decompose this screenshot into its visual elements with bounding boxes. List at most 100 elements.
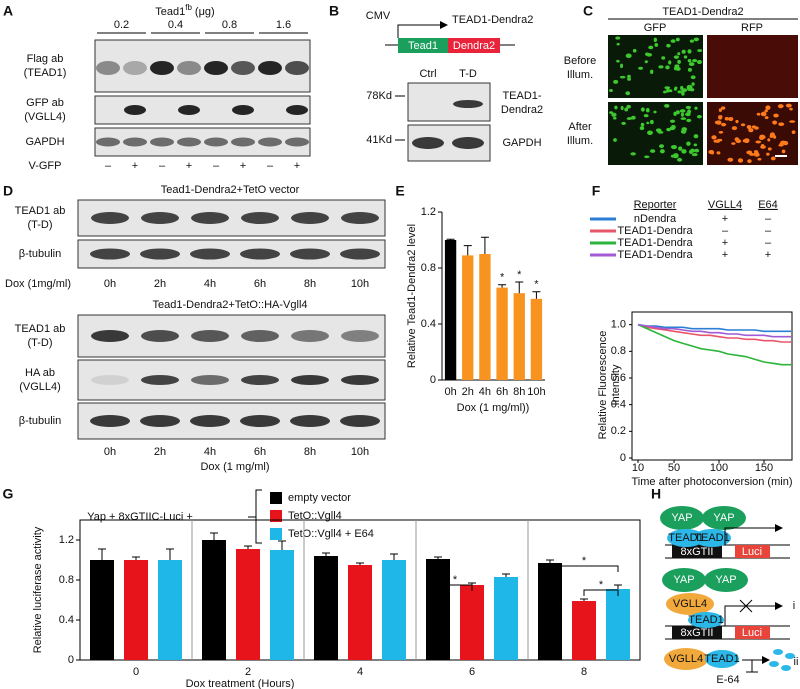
v-gfp-sign: – xyxy=(159,160,166,172)
blot-band xyxy=(204,61,228,75)
tead1 xyxy=(667,529,705,547)
legend-header: Reporter xyxy=(634,199,677,211)
blot-band xyxy=(291,212,329,224)
cell xyxy=(713,139,718,143)
x-tick-label: 0 xyxy=(133,666,139,678)
error-bar xyxy=(166,548,174,560)
promoter: CMV xyxy=(366,10,391,22)
cell xyxy=(630,152,636,156)
row-label: (T-D) xyxy=(27,337,52,349)
cell xyxy=(724,117,730,121)
yap xyxy=(704,568,748,592)
blot-band xyxy=(90,415,130,427)
cell xyxy=(674,64,680,68)
row-label: (VGLL4) xyxy=(24,111,66,123)
cell xyxy=(756,112,761,116)
bar xyxy=(236,549,260,660)
y-tick-label: 0.4 xyxy=(611,399,626,411)
cell xyxy=(680,129,687,134)
blot-band xyxy=(124,105,146,115)
vgll4 xyxy=(666,593,714,615)
cell xyxy=(694,106,698,110)
cell xyxy=(679,109,686,113)
blot-band xyxy=(190,415,230,427)
cell xyxy=(696,60,702,65)
cell xyxy=(764,116,769,120)
label: YAP xyxy=(671,512,692,524)
series-line xyxy=(637,323,791,333)
x-tick-label: 10 xyxy=(632,462,644,474)
error-bar xyxy=(532,291,541,299)
cell xyxy=(735,119,739,124)
v-gfp-sign: + xyxy=(240,160,246,172)
blot-band xyxy=(241,330,279,342)
cell xyxy=(666,88,670,93)
cell xyxy=(649,119,654,125)
label: TEAD1 xyxy=(668,532,703,544)
blot-band xyxy=(191,330,229,342)
y-tick-label: 0 xyxy=(68,654,74,666)
cell xyxy=(688,62,695,67)
legend-header: E64 xyxy=(758,199,778,211)
blot-band xyxy=(258,137,282,147)
cell xyxy=(619,75,626,79)
blot-band xyxy=(123,137,147,147)
cell xyxy=(613,138,617,142)
cell xyxy=(669,119,676,123)
significance-bracket xyxy=(437,584,473,591)
blot-band xyxy=(177,61,201,75)
promoter-box xyxy=(672,545,722,558)
legend-label: nDendra xyxy=(634,213,677,225)
blot-band xyxy=(341,330,379,342)
dose-label: 0.8 xyxy=(222,19,237,31)
cell xyxy=(668,60,672,65)
cell xyxy=(681,88,688,93)
label: TEAD1 xyxy=(694,532,729,544)
cell xyxy=(677,59,681,64)
panel-label: F xyxy=(592,183,601,199)
legend-sign: – xyxy=(765,213,772,225)
bar xyxy=(158,560,182,660)
cell xyxy=(789,107,793,111)
error-bar xyxy=(278,540,286,550)
panel-title: TEAD1-Dendra2 xyxy=(662,6,743,18)
blot-band xyxy=(204,137,228,147)
error-bar xyxy=(434,556,442,559)
dose-label: 0.4 xyxy=(168,19,183,31)
blot-band xyxy=(340,415,380,427)
bar xyxy=(426,559,450,660)
cell xyxy=(693,134,699,139)
label: TEAD1 xyxy=(704,653,739,665)
cell xyxy=(612,116,617,120)
error-bar xyxy=(132,556,140,560)
bar xyxy=(496,287,508,380)
blot-band xyxy=(240,415,280,427)
cell xyxy=(666,43,671,48)
bar xyxy=(460,585,484,660)
legend-sign: + xyxy=(722,249,728,261)
blot-band xyxy=(285,61,309,75)
y-tick-label: 0.8 xyxy=(59,574,74,586)
cell xyxy=(625,91,631,96)
reporter-box xyxy=(735,626,770,639)
cell xyxy=(675,37,680,42)
segment-label: Dendra2 xyxy=(453,40,495,52)
panel-label: G xyxy=(3,486,14,502)
cell xyxy=(778,144,784,147)
cell xyxy=(757,157,762,161)
bar xyxy=(270,550,294,660)
blot-band xyxy=(452,137,484,149)
cell xyxy=(735,139,742,144)
cell xyxy=(753,151,760,157)
promoter-arrow xyxy=(397,24,440,38)
cell xyxy=(644,155,650,159)
error-bar xyxy=(322,552,330,556)
cell xyxy=(717,138,723,142)
x-axis-label: Time after photoconversion (min) xyxy=(632,476,793,488)
blot-band xyxy=(291,330,329,342)
row-label: β-tubulin xyxy=(19,248,61,260)
title-part: (μg) xyxy=(195,6,215,18)
cell xyxy=(671,145,676,149)
x-tick-label: 4h xyxy=(479,386,491,398)
cell xyxy=(664,86,671,90)
